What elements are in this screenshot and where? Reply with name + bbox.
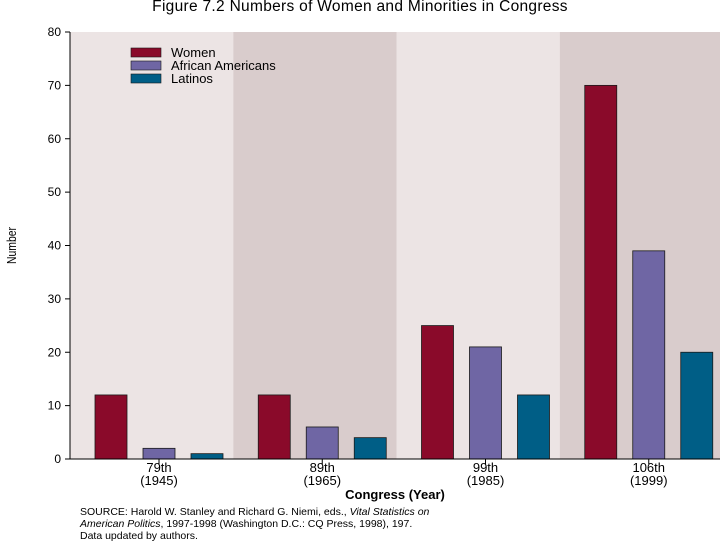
bar-women	[94, 394, 128, 460]
x-tick-label-line2: (1945)	[140, 473, 178, 488]
x-tick-label-line1: 89th	[310, 460, 335, 475]
source-publisher: , 1997-1998 (Washington D.C.: CQ Press, …	[160, 518, 413, 530]
bar-latinos	[680, 351, 714, 460]
y-tick-label: 80	[48, 25, 62, 39]
bar-women	[257, 394, 291, 460]
x-tick-label-line1: 99th	[473, 460, 498, 475]
bar-latinos	[353, 437, 387, 460]
bar-african-americans	[305, 426, 339, 460]
y-tick-label: 10	[48, 399, 62, 413]
bar-chart: 01020304050607080Number79th(1945)89th(19…	[5, 25, 720, 502]
x-axis-title: Congress (Year)	[345, 487, 445, 502]
legend-label: Women	[171, 45, 216, 60]
source-title-part1: Vital Statistics on	[349, 506, 430, 518]
y-tick-label: 0	[54, 452, 61, 466]
legend-label: Latinos	[171, 71, 213, 86]
source-line-3: Data updated by authors.	[80, 530, 198, 542]
x-tick-label-line1: 106th	[632, 460, 665, 475]
source-line-2: American Politics, 1997-1998 (Washington…	[80, 518, 710, 530]
category-panel	[70, 32, 234, 459]
bar-women	[584, 84, 618, 460]
bar-latinos	[190, 453, 224, 460]
legend-swatch	[130, 60, 162, 71]
x-tick-label-line2: (1999)	[630, 473, 668, 488]
category-panel	[233, 32, 397, 459]
legend-label: African Americans	[171, 58, 276, 73]
bar-african-americans	[632, 250, 666, 460]
x-tick-label-line2: (1985)	[467, 473, 505, 488]
source-prefix: SOURCE: Harold W. Stanley and Richard G.…	[80, 506, 350, 518]
y-tick-label: 30	[48, 292, 62, 306]
bar-african-americans	[142, 447, 176, 460]
y-tick-label: 40	[48, 239, 62, 253]
y-axis-title: Number	[5, 227, 19, 264]
y-tick-label: 70	[48, 78, 62, 92]
bar-african-americans	[469, 346, 502, 460]
y-tick-label: 60	[48, 132, 62, 146]
source-line-1: SOURCE: Harold W. Stanley and Richard G.…	[80, 506, 710, 518]
x-tick-label-line2: (1965)	[303, 473, 341, 488]
bar-latinos	[517, 394, 550, 460]
legend-swatch	[130, 47, 162, 58]
y-tick-label: 20	[48, 345, 62, 359]
legend-swatch	[130, 73, 162, 84]
y-tick-label: 50	[48, 185, 62, 199]
figure-title: Figure 7.2 Numbers of Women and Minoriti…	[152, 0, 568, 15]
source-note: SOURCE: Harold W. Stanley and Richard G.…	[80, 506, 710, 542]
x-tick-label-line1: 79th	[146, 460, 171, 475]
bar-women	[421, 325, 454, 460]
source-title-part2: American Politics	[80, 518, 161, 530]
